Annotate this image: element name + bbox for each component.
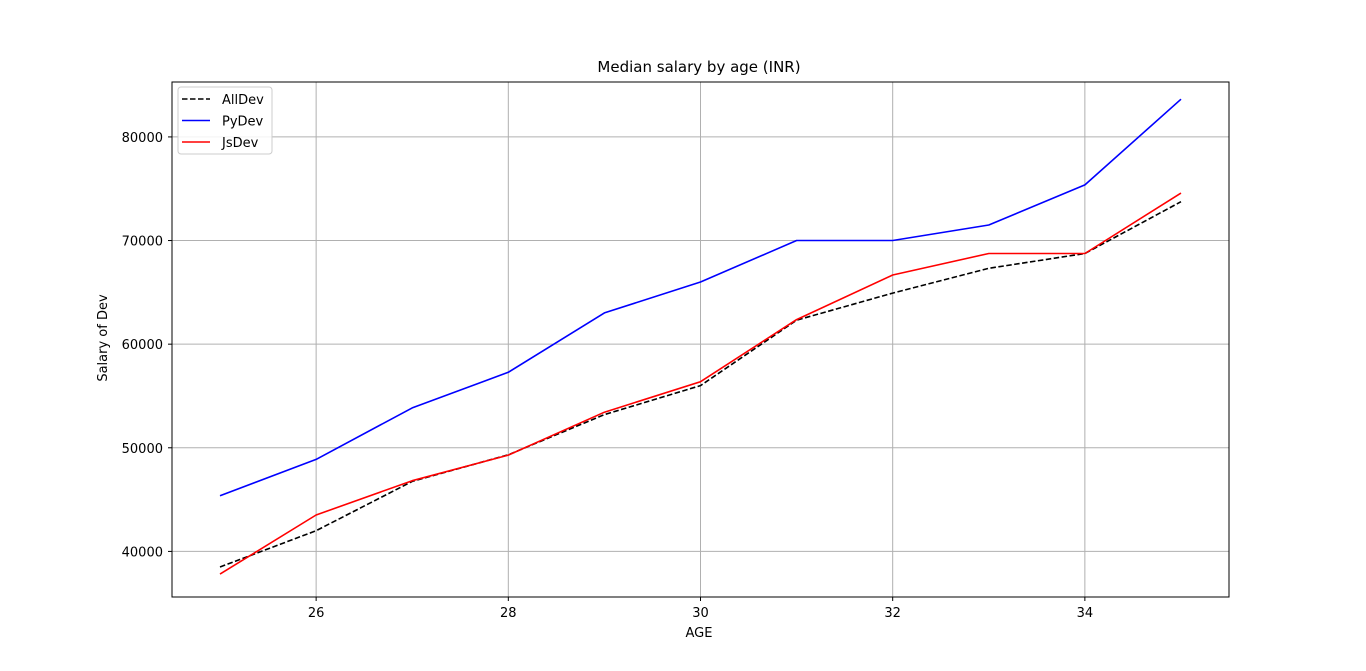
series-line-alldev	[219, 200, 1182, 568]
legend-label-pydev: PyDev	[222, 115, 264, 130]
legend-label-alldev: AllDev	[222, 93, 264, 108]
legend: AllDev PyDev JsDev	[177, 86, 273, 155]
series-line-pydev	[219, 98, 1182, 497]
y-tick-label: 40000	[122, 545, 163, 560]
x-tick-label: 32	[884, 606, 901, 621]
axis-ticks: 26 28 30 32 34 40000 50000 60000 70000 80000	[122, 131, 1093, 621]
series-lines	[219, 98, 1182, 575]
y-axis-label: Salary of Dev	[96, 294, 111, 382]
grid-lines	[172, 82, 1229, 597]
x-tick-label: 26	[308, 606, 325, 621]
x-tick-label: 34	[1077, 606, 1094, 621]
y-tick-label: 70000	[122, 235, 163, 250]
x-tick-label: 28	[500, 606, 517, 621]
legend-label-jsdev: JsDev	[221, 136, 259, 151]
chart-title: Median salary by age (INR)	[597, 58, 800, 76]
x-tick-label: 30	[692, 606, 709, 621]
x-axis-label: AGE	[686, 626, 713, 641]
y-tick-label: 80000	[122, 131, 163, 146]
series-line-jsdev	[219, 192, 1182, 575]
y-tick-label: 50000	[122, 442, 163, 457]
legend-box	[177, 86, 273, 155]
y-tick-label: 60000	[122, 338, 163, 353]
